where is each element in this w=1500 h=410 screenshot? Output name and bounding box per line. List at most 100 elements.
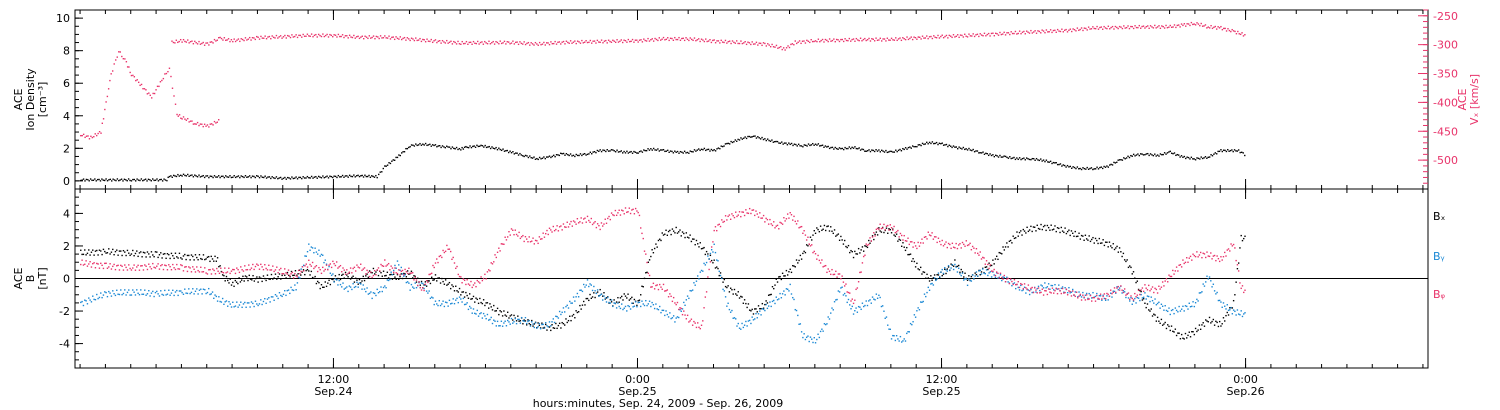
series-0-point	[466, 146, 468, 149]
field-series-0-point	[177, 257, 179, 259]
series-1-point	[368, 35, 371, 37]
field-series-1-point	[382, 286, 385, 289]
field-series-2-point	[709, 261, 712, 263]
series-0-point	[575, 153, 577, 156]
field-series-2-point	[102, 267, 105, 270]
series-0-point	[1040, 158, 1042, 160]
field-series-1-point	[246, 302, 249, 304]
series-0-point	[919, 144, 921, 146]
field-series-2-point	[1113, 287, 1116, 289]
field-series-1-point	[888, 328, 890, 330]
series-0-point	[195, 175, 197, 177]
field-series-0-point	[1220, 325, 1222, 327]
field-series-0-point	[230, 284, 233, 286]
field-series-0-point	[788, 271, 790, 273]
series-0-point	[709, 150, 711, 152]
series-1-point	[1051, 31, 1053, 34]
series-1-point	[417, 39, 420, 41]
series-0-point	[534, 158, 537, 160]
field-series-0-point	[553, 327, 556, 329]
series-1-point	[1100, 26, 1102, 28]
series-1-point	[1161, 25, 1163, 27]
field-series-1-point	[664, 314, 666, 317]
field-series-0-point	[361, 280, 363, 282]
field-series-2-point	[1230, 243, 1232, 245]
series-0-point	[724, 143, 727, 145]
field-series-2-point	[341, 271, 343, 273]
series-0-point	[254, 176, 257, 179]
series-1-point	[173, 95, 175, 97]
series-1-point	[220, 37, 223, 40]
field-series-1-point	[396, 260, 399, 262]
field-series-2-point	[1091, 300, 1093, 302]
series-1-point	[968, 33, 970, 35]
field-series-0-point	[666, 234, 669, 236]
field-series-0-point	[685, 232, 688, 234]
series-1-point	[962, 36, 965, 38]
field-tick-label-1: -2	[59, 305, 70, 318]
field-series-2-point	[679, 307, 681, 309]
field-series-1-point	[608, 301, 610, 304]
field-series-0-point	[790, 271, 793, 274]
series-0-point	[420, 144, 423, 146]
series-0-point	[157, 180, 160, 182]
series-1-point	[1103, 25, 1105, 28]
series-1-point	[658, 37, 660, 39]
field-series-2-point	[1161, 281, 1164, 283]
field-series-0-point	[124, 251, 126, 253]
field-series-0-point	[1085, 238, 1088, 240]
series-1-point	[851, 38, 853, 41]
field-series-2-point	[382, 265, 385, 267]
series-1-point	[1024, 33, 1026, 35]
field-series-0-point	[1051, 229, 1054, 231]
field-series-0-point	[1134, 277, 1136, 279]
field-series-1-point	[906, 332, 908, 335]
field-series-0-point	[80, 249, 82, 251]
field-series-2-point	[463, 279, 466, 282]
series-1-point	[736, 40, 738, 42]
field-series-2-point	[619, 214, 622, 216]
field-series-2-point	[289, 275, 291, 277]
field-series-1-point	[1082, 291, 1084, 294]
field-series-2-point	[669, 293, 671, 295]
field-series-1-point	[776, 299, 779, 301]
field-series-2-point	[1186, 257, 1188, 259]
series-1-point	[985, 35, 987, 37]
field-series-1-point	[145, 294, 147, 296]
series-1-point	[416, 39, 418, 42]
field-series-1-point	[963, 279, 965, 281]
field-series-2-point	[471, 286, 473, 289]
field-series-1-point	[406, 281, 409, 283]
field-series-2-point	[570, 220, 572, 223]
field-series-2-point	[470, 280, 472, 283]
series-1-point	[419, 37, 421, 40]
field-series-1-point	[357, 286, 359, 288]
series-1-point	[1227, 28, 1229, 30]
series-0-point	[916, 146, 918, 148]
field-series-1-point	[367, 293, 370, 295]
field-series-1-point	[618, 305, 620, 308]
series-0-point	[1178, 154, 1180, 156]
series-1-point	[210, 123, 213, 125]
field-series-1-point	[771, 300, 774, 303]
field-series-1-point	[642, 303, 644, 305]
series-0-point	[903, 148, 905, 151]
field-series-0-point	[755, 308, 757, 310]
field-series-2-point	[385, 265, 387, 267]
field-series-1-point	[599, 294, 601, 296]
series-0-point	[662, 148, 665, 151]
series-0-point	[1111, 164, 1114, 166]
field-series-0-point	[733, 288, 736, 291]
series-0-point	[399, 154, 401, 157]
field-series-2-point	[881, 227, 884, 229]
series-1-point	[780, 45, 782, 48]
field-series-2-point	[446, 244, 448, 247]
field-series-0-point	[766, 302, 769, 304]
field-series-2-point	[1148, 284, 1150, 287]
series-1-point	[982, 35, 984, 37]
field-series-0-point	[691, 238, 694, 240]
series-0-point	[340, 176, 342, 178]
series-1-point	[574, 40, 576, 42]
field-series-0-point	[693, 238, 695, 240]
field-series-2-point	[405, 271, 408, 273]
